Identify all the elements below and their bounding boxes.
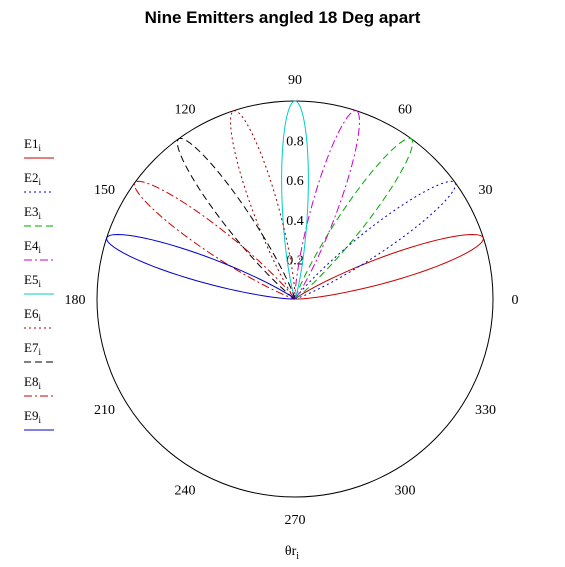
series-line-e9: [106, 233, 296, 300]
angle-tick-label: 30: [479, 183, 493, 198]
legend-label-e9: E9i: [24, 408, 41, 425]
series-line-e2: [294, 180, 457, 300]
legend-label-e5: E5i: [24, 272, 41, 289]
angle-tick-label: 300: [395, 484, 416, 499]
legend-label-e3: E3i: [24, 204, 41, 221]
angle-tick-label: 210: [94, 403, 115, 418]
series-line-e4: [294, 110, 361, 300]
legend-label-e1: E1i: [24, 136, 41, 153]
legend: E1i E2i E3i E4i E5i E6i E7i E8i E9i: [24, 136, 54, 431]
angle-tick-label: 90: [288, 73, 302, 88]
legend-label-e2: E2i: [24, 170, 41, 187]
angle-tick-label: 180: [65, 293, 86, 308]
legend-label-e6: E6i: [24, 306, 41, 323]
chart-title: Nine Emitters angled 18 Deg apart: [144, 8, 421, 27]
series-line-e1: [294, 233, 484, 300]
x-axis-label-sub: i: [296, 551, 299, 562]
series-line-e3: [294, 137, 414, 300]
series-line-e8: [133, 180, 296, 300]
angle-tick-label: 150: [94, 183, 115, 198]
angle-tick-label: 0: [512, 293, 519, 308]
radial-tick-label: 0.6: [286, 174, 304, 189]
angle-tick-label: 120: [175, 103, 196, 118]
angle-tick-label: 270: [285, 513, 306, 528]
radial-tick-label: 0.2: [286, 253, 304, 268]
legend-label-e4: E4i: [24, 238, 41, 255]
series-line-e5: [281, 100, 309, 300]
legend-label-e8: E8i: [24, 374, 41, 391]
angle-tick-label: 330: [475, 403, 496, 418]
angle-tick-label: 240: [175, 484, 196, 499]
radial-tick-label: 0.8: [286, 135, 304, 150]
x-axis-label: θri: [285, 544, 299, 562]
series-line-e7: [176, 137, 296, 300]
x-axis-label-main: θr: [285, 544, 297, 559]
angle-tick-label: 60: [398, 103, 412, 118]
plot-area: 0 30 60 90 120 150 180 210 240 270 300 330 0.2 0.4 0.6…: [65, 73, 519, 528]
radial-tick-label: 0.4: [286, 214, 304, 229]
legend-label-e7: E7i: [24, 340, 41, 357]
